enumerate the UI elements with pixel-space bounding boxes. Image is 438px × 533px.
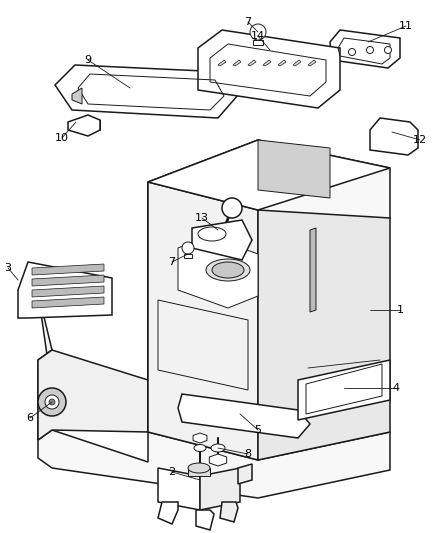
Text: 1: 1 [396, 305, 403, 315]
Polygon shape [148, 182, 258, 460]
Polygon shape [220, 502, 238, 522]
Polygon shape [72, 88, 82, 104]
Polygon shape [209, 454, 226, 466]
Polygon shape [32, 286, 104, 297]
Polygon shape [32, 297, 104, 308]
Polygon shape [370, 118, 418, 155]
Ellipse shape [198, 227, 226, 241]
Polygon shape [293, 60, 301, 66]
Polygon shape [188, 468, 210, 476]
Polygon shape [278, 60, 286, 66]
Polygon shape [330, 30, 400, 68]
Circle shape [250, 24, 266, 40]
Text: 3: 3 [4, 263, 11, 273]
Polygon shape [158, 502, 178, 524]
Text: 4: 4 [392, 383, 399, 393]
Polygon shape [218, 60, 226, 66]
Text: 5: 5 [254, 425, 261, 435]
Polygon shape [258, 140, 330, 198]
Polygon shape [148, 140, 390, 210]
Polygon shape [258, 210, 390, 460]
Polygon shape [32, 264, 104, 275]
Polygon shape [192, 220, 252, 260]
Circle shape [385, 46, 392, 53]
Polygon shape [32, 275, 104, 286]
Text: 9: 9 [85, 55, 92, 65]
Polygon shape [178, 394, 310, 438]
Polygon shape [196, 510, 214, 530]
Bar [184, 254, 192, 258]
Polygon shape [68, 115, 100, 136]
Text: 13: 13 [195, 213, 209, 223]
Circle shape [182, 242, 194, 254]
Polygon shape [238, 464, 252, 484]
Polygon shape [298, 360, 390, 420]
Text: 11: 11 [399, 21, 413, 31]
Polygon shape [38, 292, 52, 440]
Text: 14: 14 [251, 31, 265, 41]
Text: 2: 2 [169, 467, 176, 477]
Polygon shape [198, 30, 340, 108]
Polygon shape [38, 350, 148, 440]
Circle shape [222, 198, 242, 218]
Ellipse shape [188, 463, 210, 473]
Polygon shape [38, 350, 390, 498]
Polygon shape [178, 236, 258, 308]
Polygon shape [233, 60, 241, 66]
Polygon shape [148, 140, 390, 262]
Polygon shape [55, 65, 238, 118]
Ellipse shape [194, 445, 206, 451]
Circle shape [49, 399, 55, 405]
Polygon shape [310, 228, 316, 312]
Circle shape [45, 395, 59, 409]
Polygon shape [193, 433, 207, 443]
Text: 7: 7 [244, 17, 251, 27]
Polygon shape [18, 262, 112, 318]
Bar [253, 40, 263, 45]
Text: 8: 8 [244, 449, 251, 459]
Text: 6: 6 [27, 413, 33, 423]
Circle shape [38, 388, 66, 416]
Polygon shape [308, 60, 316, 66]
Ellipse shape [211, 444, 225, 452]
Text: 10: 10 [55, 133, 69, 143]
Polygon shape [200, 468, 240, 510]
Ellipse shape [212, 262, 244, 278]
Polygon shape [263, 60, 271, 66]
Circle shape [367, 46, 374, 53]
Text: 12: 12 [413, 135, 427, 145]
Text: 7: 7 [169, 257, 176, 267]
Polygon shape [248, 60, 256, 66]
Ellipse shape [206, 259, 250, 281]
Polygon shape [158, 468, 200, 510]
Circle shape [349, 49, 356, 55]
